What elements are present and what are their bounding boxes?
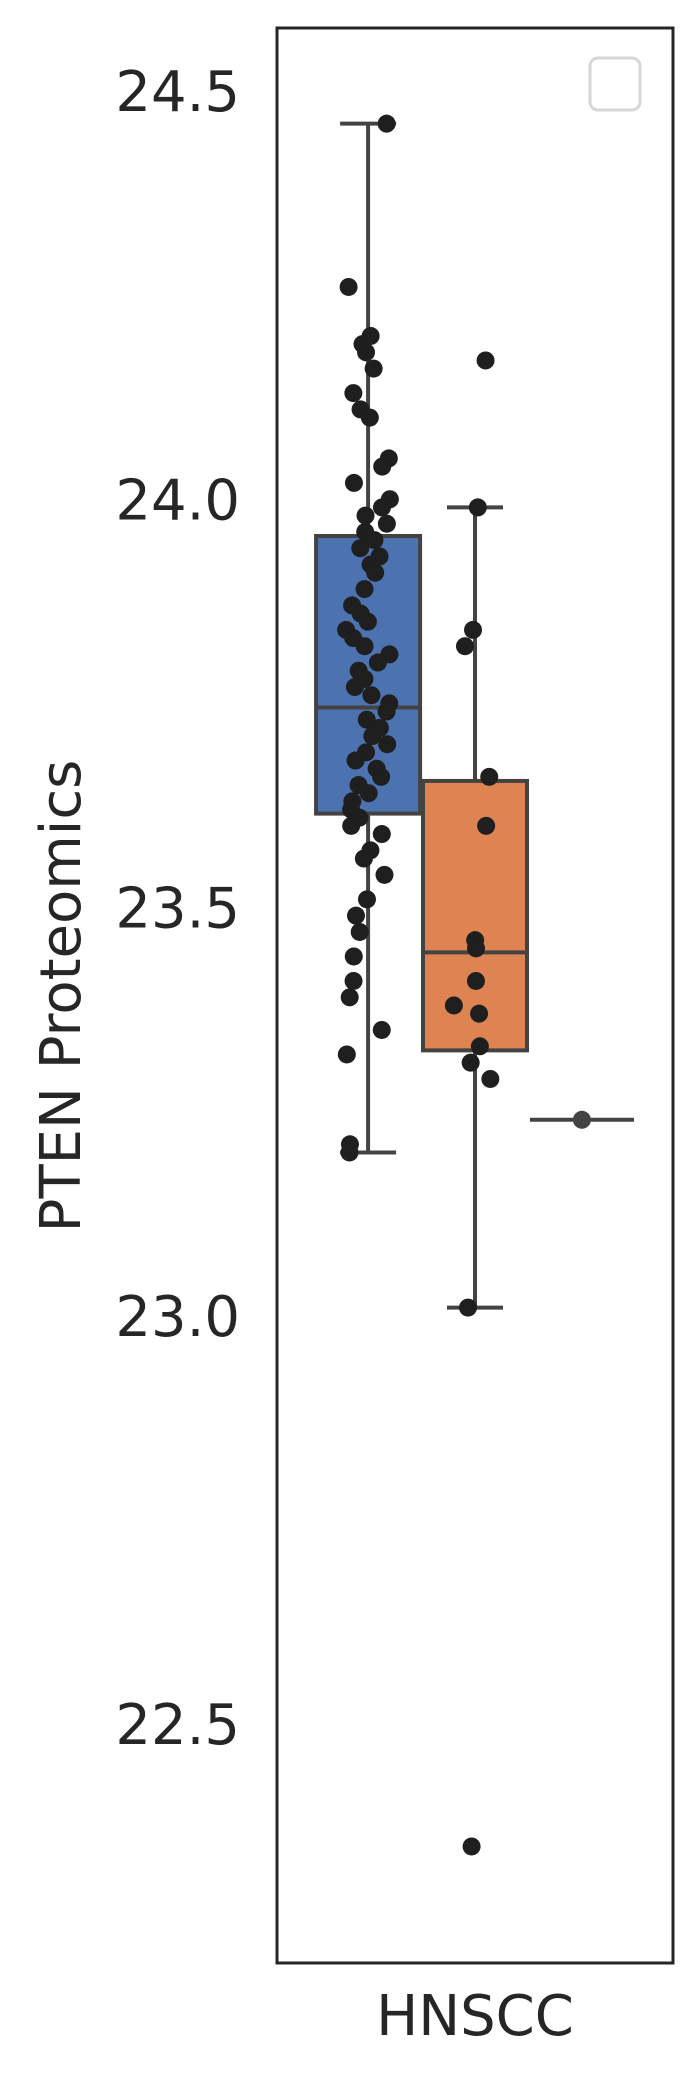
data-point [462, 1837, 481, 1856]
y-axis-label: PTEN Proteomics [29, 760, 94, 1233]
data-point [480, 767, 499, 786]
data-point [337, 1045, 356, 1064]
data-point [355, 580, 374, 599]
data-point [339, 277, 358, 296]
data-point [358, 612, 377, 631]
data-point [368, 653, 387, 672]
data-point [372, 1020, 391, 1039]
box-group-3 [529, 1110, 634, 1129]
data-point [477, 816, 496, 835]
data-point [356, 506, 375, 525]
data-point [372, 825, 391, 844]
data-point [364, 359, 383, 378]
y-tick-label: 24.5 [115, 60, 240, 125]
data-point [377, 114, 396, 133]
data-point [357, 890, 376, 909]
data-point [354, 849, 373, 868]
data-point [363, 727, 382, 746]
data-point [372, 498, 391, 517]
data-point [365, 531, 384, 550]
data-point [377, 702, 396, 721]
legend-box [588, 56, 642, 112]
data-point [481, 1069, 500, 1088]
data-point [340, 988, 359, 1007]
data-point [373, 457, 392, 476]
data-point [458, 1298, 477, 1317]
data-point [359, 784, 378, 803]
y-axis-ticks: 22.5 23.0 23.5 24.0 24.5 [115, 60, 240, 1758]
data-point [346, 906, 365, 925]
data-point [455, 637, 474, 656]
data-point [461, 1053, 480, 1072]
data-point [468, 498, 487, 517]
data-point [375, 865, 394, 884]
data-point [470, 1004, 489, 1023]
data-point [344, 384, 363, 403]
y-tick-label: 24.0 [115, 468, 240, 533]
data-point [377, 514, 396, 533]
data-point [351, 539, 370, 558]
data-point [464, 620, 483, 639]
data-point [344, 947, 363, 966]
box-group-2 [421, 351, 529, 1856]
data-point [467, 939, 486, 958]
data-point [345, 678, 364, 697]
data-point [344, 473, 363, 492]
data-point [350, 922, 369, 941]
data-point [572, 1110, 591, 1129]
y-tick-label: 23.5 [115, 877, 240, 942]
data-point [444, 996, 463, 1015]
y-tick-label: 23.0 [115, 1285, 240, 1350]
data-point [372, 767, 391, 786]
plot-area [314, 114, 634, 1856]
data-point [470, 1037, 489, 1056]
data-point [357, 710, 376, 729]
data-point [360, 408, 379, 427]
x-tick-label: HNSCC [376, 1984, 574, 2049]
data-point [466, 971, 485, 990]
data-point [476, 351, 495, 370]
data-point [346, 751, 365, 770]
x-axis-ticks: HNSCC [376, 1984, 574, 2049]
data-point [340, 1143, 359, 1162]
y-tick-label: 22.5 [115, 1693, 240, 1758]
data-point [357, 343, 376, 362]
data-point [355, 637, 374, 656]
data-point [342, 816, 361, 835]
data-point [344, 971, 363, 990]
data-point [378, 735, 397, 754]
data-point [366, 563, 385, 582]
box-group-1 [314, 114, 423, 1162]
plot-frame [275, 26, 675, 1965]
data-point [362, 686, 381, 705]
